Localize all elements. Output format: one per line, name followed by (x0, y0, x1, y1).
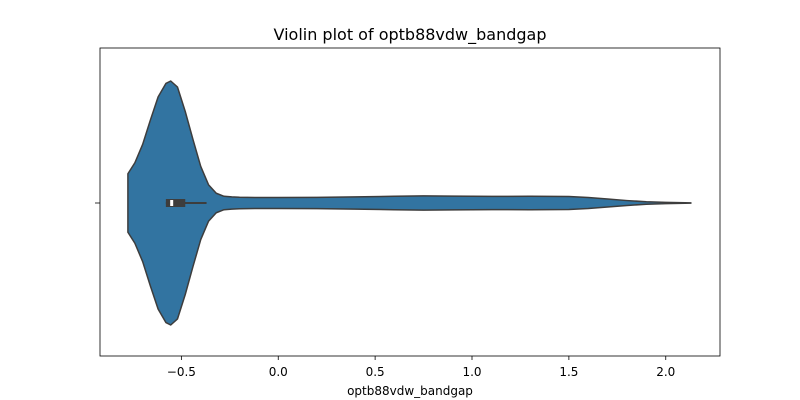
violin-body (127, 80, 692, 326)
x-tick-label: 0.5 (366, 365, 385, 379)
x-tick-label: −0.5 (167, 365, 196, 379)
x-tick-label: 1.0 (462, 365, 481, 379)
x-axis-label: optb88vdw_bandgap (347, 384, 473, 398)
chart-title: Violin plot of optb88vdw_bandgap (273, 25, 546, 45)
box-median-marker (170, 200, 174, 206)
x-tick-label: 0.0 (269, 365, 288, 379)
x-axis: −0.5 0.0 0.5 1.0 1.5 2.0 (167, 356, 675, 379)
x-tick-label: 1.5 (559, 365, 578, 379)
plot-area (99, 47, 721, 357)
box-iqr (165, 199, 186, 207)
x-tick-label: 2.0 (656, 365, 675, 379)
